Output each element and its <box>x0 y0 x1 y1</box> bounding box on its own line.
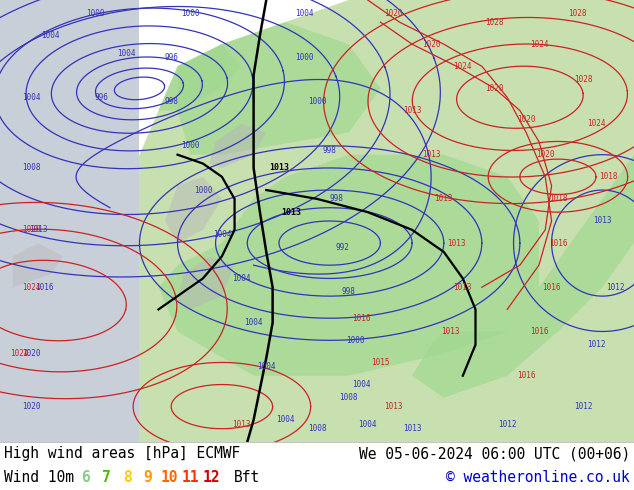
Text: 1004: 1004 <box>41 31 60 40</box>
Text: 1004: 1004 <box>358 420 377 429</box>
Text: 1012: 1012 <box>605 283 624 292</box>
Text: 1000: 1000 <box>307 97 327 106</box>
Text: 1028: 1028 <box>485 18 504 26</box>
Text: 1008: 1008 <box>307 424 327 433</box>
Text: 1013: 1013 <box>281 208 302 217</box>
Text: 1024: 1024 <box>529 40 548 49</box>
Text: 1004: 1004 <box>117 49 136 57</box>
Text: Bft: Bft <box>234 470 260 486</box>
Text: High wind areas [hPa] ECMWF: High wind areas [hPa] ECMWF <box>4 446 240 462</box>
Text: 12: 12 <box>202 470 220 486</box>
Text: 1028: 1028 <box>574 75 593 84</box>
Text: 1020: 1020 <box>22 402 41 411</box>
Text: 1008: 1008 <box>22 164 41 172</box>
Text: 1004: 1004 <box>295 9 314 18</box>
Text: 1016: 1016 <box>548 239 567 247</box>
Text: 1004: 1004 <box>212 230 231 239</box>
Text: 1000: 1000 <box>181 141 200 150</box>
Text: 998: 998 <box>323 146 337 155</box>
Text: 1015: 1015 <box>371 358 390 367</box>
Text: 1013: 1013 <box>269 164 289 172</box>
Text: 1004: 1004 <box>276 416 295 424</box>
Text: © weatheronline.co.uk: © weatheronline.co.uk <box>446 470 630 486</box>
Text: 1024: 1024 <box>586 119 605 128</box>
Text: 1016: 1016 <box>352 314 371 323</box>
Text: 1016: 1016 <box>517 371 536 380</box>
Text: 1013: 1013 <box>403 106 422 115</box>
Text: 1024: 1024 <box>10 349 29 358</box>
Text: 9: 9 <box>144 470 152 486</box>
Text: 1004: 1004 <box>22 93 41 102</box>
Text: 1012: 1012 <box>586 340 605 349</box>
Text: 6: 6 <box>81 470 89 486</box>
Text: 1013: 1013 <box>422 150 441 159</box>
Polygon shape <box>158 155 539 376</box>
Text: 1012: 1012 <box>574 402 593 411</box>
Polygon shape <box>165 177 222 243</box>
Text: 1016: 1016 <box>529 327 548 336</box>
FancyBboxPatch shape <box>0 0 139 442</box>
Text: 1013: 1013 <box>403 424 422 433</box>
Text: 7: 7 <box>101 470 110 486</box>
Text: 1013: 1013 <box>231 420 250 429</box>
Text: 992: 992 <box>335 243 349 252</box>
Text: 1013: 1013 <box>453 283 472 292</box>
Text: 1024: 1024 <box>22 283 41 292</box>
Text: 10: 10 <box>160 470 178 486</box>
Text: 1020: 1020 <box>22 349 41 358</box>
Polygon shape <box>178 22 380 155</box>
Text: 998: 998 <box>164 97 178 106</box>
Text: 1013: 1013 <box>434 195 453 203</box>
Text: 1000: 1000 <box>346 336 365 345</box>
Polygon shape <box>412 155 634 398</box>
Text: 8: 8 <box>122 470 131 486</box>
Text: 1020: 1020 <box>485 84 504 93</box>
Text: 1000: 1000 <box>86 9 105 18</box>
Text: 1004: 1004 <box>244 318 263 327</box>
Text: Wind 10m: Wind 10m <box>4 470 74 486</box>
Text: 1020: 1020 <box>536 150 555 159</box>
Text: 998: 998 <box>329 195 343 203</box>
Text: 1000: 1000 <box>295 53 314 62</box>
Text: 1016: 1016 <box>35 283 54 292</box>
Text: 1004: 1004 <box>231 274 250 283</box>
Text: 1004: 1004 <box>257 362 276 371</box>
Text: 1000: 1000 <box>181 9 200 18</box>
Text: 11: 11 <box>181 470 198 486</box>
Polygon shape <box>209 124 266 168</box>
Text: 1018: 1018 <box>548 195 567 203</box>
Text: 1020: 1020 <box>517 115 536 124</box>
Text: 1013: 1013 <box>441 327 460 336</box>
Text: 1020: 1020 <box>384 9 403 18</box>
Text: 1020: 1020 <box>422 40 441 49</box>
Text: 1008: 1008 <box>339 393 358 402</box>
Text: 1013: 1013 <box>384 402 403 411</box>
Text: 998: 998 <box>342 287 356 296</box>
Polygon shape <box>13 243 63 287</box>
Text: 1013: 1013 <box>29 225 48 234</box>
Text: 1024: 1024 <box>453 62 472 71</box>
Text: 1012: 1012 <box>498 420 517 429</box>
Polygon shape <box>158 44 241 111</box>
Text: 1004: 1004 <box>352 380 371 389</box>
Text: 1000: 1000 <box>193 186 212 195</box>
Text: 1018: 1018 <box>599 172 618 181</box>
Polygon shape <box>178 256 235 309</box>
Text: 996: 996 <box>164 53 178 62</box>
Text: 1013: 1013 <box>447 239 466 247</box>
Text: 1016: 1016 <box>542 283 561 292</box>
Polygon shape <box>127 0 634 442</box>
Text: 996: 996 <box>94 93 108 102</box>
Text: 1013: 1013 <box>593 217 612 225</box>
Text: 1028: 1028 <box>567 9 586 18</box>
Text: We 05-06-2024 06:00 UTC (00+06): We 05-06-2024 06:00 UTC (00+06) <box>359 446 630 462</box>
Text: 1020: 1020 <box>22 225 41 234</box>
